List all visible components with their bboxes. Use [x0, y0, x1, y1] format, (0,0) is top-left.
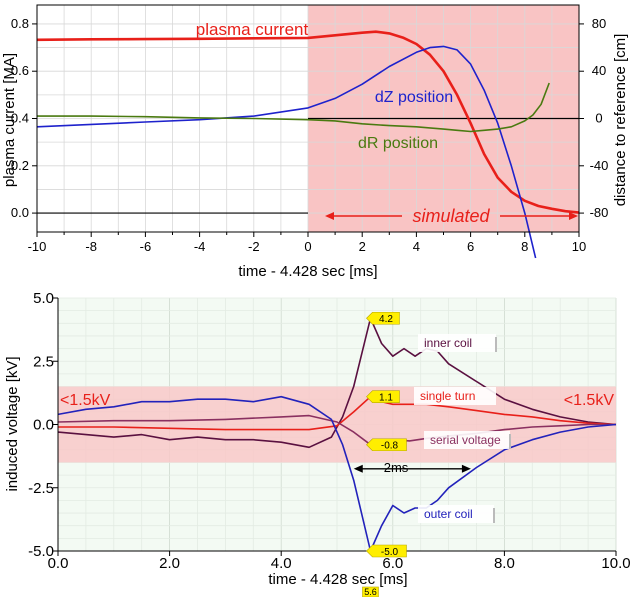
peak-label-text: -5.0 [381, 547, 399, 558]
top-x-tick-label: -4 [194, 239, 206, 254]
peak-labels: 4.2 1.1 -0.8 -5.0 [366, 311, 407, 558]
top-y2-tick-label: 40 [592, 63, 606, 78]
band-label-right: <1.5kV [564, 392, 615, 409]
top-y-axis-label: plasma current [MA] [1, 53, 18, 187]
peak-label-tag [366, 390, 400, 403]
top-x-tick-label: 0 [304, 239, 311, 254]
top-y-tick-label: 0.0 [11, 205, 29, 220]
top-y2-tick-label: 0 [595, 111, 602, 126]
bottom-x-tick-label: 6.0 [382, 555, 403, 572]
span-arrow-head-right [461, 464, 471, 473]
bottom-y-axis-label: induced voltage [kV] [4, 356, 21, 491]
annotation-dr-position: dR position [358, 135, 438, 152]
bottom-y-tick-label: 2.5 [33, 353, 54, 370]
bottom-y-tick-label: -5.0 [28, 543, 54, 560]
bottom-chart: 0.0 2.0 4.0 6.0 8.0 10.0 5.0 2.5 0.0 -2.5 -5.0 ind… [4, 290, 631, 597]
top-series [36, 30, 580, 259]
annotation-serial-voltage: serial voltage [424, 431, 511, 449]
bottom-y-tick-label: 0.0 [33, 417, 54, 434]
peak-label: -5.0 [366, 544, 407, 558]
annotation-outer-coil: outer coil [418, 505, 495, 523]
span-arrow [353, 464, 471, 473]
peak-label-tag [366, 438, 407, 452]
series-line-dr-position [37, 82, 550, 133]
annotation-outer-coil-text: outer coil [424, 507, 473, 521]
annotation-dz-position: dZ position [375, 89, 453, 106]
bottom-x-tick-label: 10.0 [601, 555, 630, 572]
top-x-tick-label: -8 [85, 239, 97, 254]
bottom-y-tick-label: 5.0 [33, 290, 54, 307]
bottom-y-tick-label: -2.5 [28, 480, 54, 497]
top-x-axis-label: time - 4.428 sec [ms] [238, 263, 377, 280]
top-y-tick-label: 0.6 [11, 63, 29, 78]
peak-label: 1.1 [366, 390, 400, 404]
annotation-serial-voltage-text: serial voltage [430, 433, 501, 447]
top-y2-axis-label: distance to reference [cm] [612, 34, 629, 207]
top-y-tick-label: 0.2 [11, 158, 29, 173]
x-marker-label: 5.6 [362, 586, 379, 597]
bottom-x-axis-label: time - 4.428 sec [ms] [268, 571, 407, 588]
bottom-x-tick-label: 8.0 [494, 555, 515, 572]
peak-label-text: 4.2 [379, 314, 393, 325]
threshold-band [58, 386, 616, 463]
annotation-simulated: simulated [412, 206, 490, 226]
top-x-tick-label: -6 [140, 239, 152, 254]
top-chart: -10 -8 -6 -4 -2 0 2 4 6 8 10 0.0 0.2 0.4 0.6 0.8 80 40 0 -4… [1, 4, 629, 280]
top-x-tick-label: 10 [572, 239, 586, 254]
peak-label-tag [366, 311, 400, 325]
top-ticks: -10 -8 -6 -4 -2 0 2 4 6 8 10 0.0 0.2 0.4 0.6 0.8 80 40 0 -4… [11, 16, 608, 254]
top-x-tick-label: -10 [28, 239, 47, 254]
simulated-arrow [325, 212, 578, 220]
peak-label: -0.8 [366, 438, 407, 452]
top-y-tick-label: 0.8 [11, 16, 29, 31]
span-arrow-head-left [353, 464, 363, 473]
top-x-tick-label: 6 [467, 239, 474, 254]
peak-label-text: 1.1 [379, 393, 393, 404]
peak-label-text: -0.8 [381, 441, 399, 452]
x-marker-box [362, 586, 379, 597]
top-x-tick-label: 2 [359, 239, 366, 254]
top-x-tick-label: 4 [413, 239, 420, 254]
bottom-ticks: 0.0 2.0 4.0 6.0 8.0 10.0 5.0 2.5 0.0 -2.5 -5.0 [28, 290, 630, 572]
annotation-inner-coil-text: inner coil [424, 336, 472, 350]
top-y2-tick-label: 80 [592, 16, 606, 31]
annotation-plasma-current: plasma current [196, 20, 309, 39]
annotation-single-turn: single turn [414, 387, 496, 405]
top-x-tick-label: 8 [521, 239, 528, 254]
annotation-single-turn-text: single turn [420, 389, 475, 403]
series-line-single-turn [58, 395, 617, 431]
peak-label-tag [366, 544, 407, 558]
bottom-x-tick-label: 0.0 [48, 555, 69, 572]
bottom-x-tick-label: 2.0 [159, 555, 180, 572]
top-x-tick-label: -2 [248, 239, 260, 254]
top-y-tick-label: 0.4 [11, 111, 29, 126]
series-line-dz-position [36, 45, 537, 259]
bottom-x-tick-label: 4.0 [271, 555, 292, 572]
span-arrow-label: 2ms [384, 460, 409, 475]
peak-label: 4.2 [366, 311, 400, 325]
top-y2-tick-label: -80 [590, 205, 609, 220]
annotation-inner-coil: inner coil [418, 334, 497, 352]
band-label-left: <1.5kV [60, 392, 111, 409]
top-y2-tick-label: -40 [590, 158, 609, 173]
x-marker-text: 5.6 [364, 587, 377, 597]
